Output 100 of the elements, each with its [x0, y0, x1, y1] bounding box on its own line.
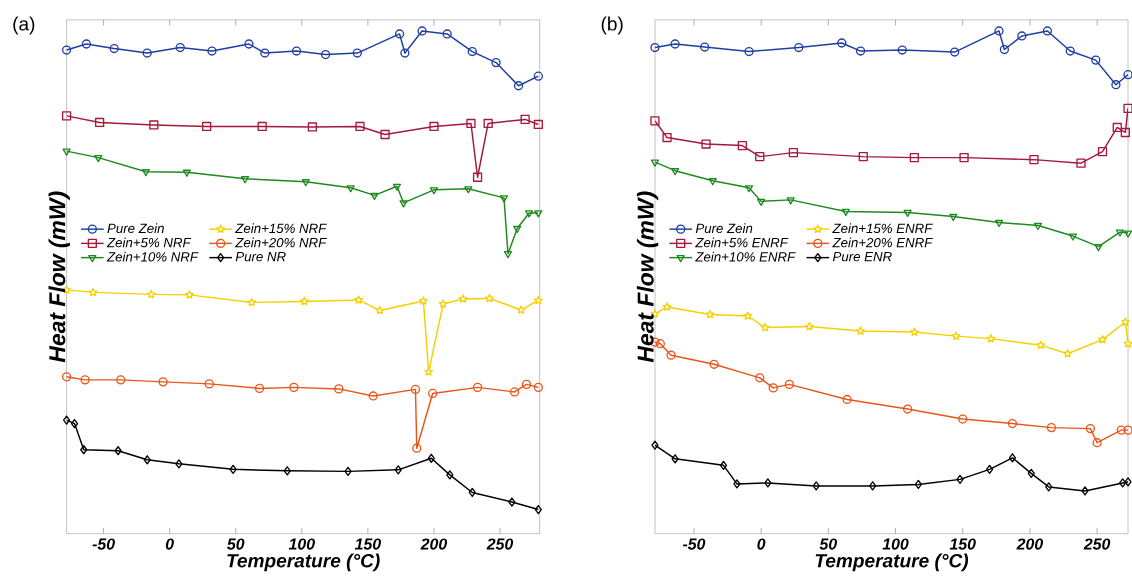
point	[1098, 334, 1107, 344]
point	[1123, 230, 1132, 238]
point	[62, 415, 71, 425]
x-tick-label: 200	[1016, 538, 1044, 550]
legend-label: Zein+5% ENRF	[695, 237, 789, 248]
point	[289, 382, 299, 392]
point	[534, 504, 542, 515]
point	[737, 140, 747, 151]
x-tick-label: 200	[420, 538, 448, 550]
point	[400, 48, 410, 58]
legend-label: Pure ENR	[832, 251, 892, 262]
point	[427, 453, 435, 463]
point	[467, 46, 477, 57]
point	[370, 192, 379, 200]
point	[1111, 79, 1121, 90]
point	[141, 168, 150, 177]
point	[650, 116, 660, 126]
legend-label: Zein+20% NRF	[235, 237, 327, 248]
legend-label: Zein+10% NRF	[106, 251, 199, 262]
x-tick-label: 0	[165, 538, 174, 550]
point	[158, 377, 168, 387]
legend-label: Pure Zein	[695, 223, 753, 233]
point	[855, 46, 866, 56]
point	[1036, 340, 1046, 349]
point	[764, 478, 772, 488]
point	[94, 117, 105, 127]
point	[320, 49, 331, 60]
point	[701, 139, 711, 149]
point	[950, 47, 960, 57]
point	[909, 327, 919, 336]
point	[355, 121, 365, 131]
point	[149, 120, 159, 130]
point	[784, 379, 794, 389]
point	[88, 287, 98, 297]
point	[458, 294, 468, 303]
point	[472, 382, 483, 392]
point	[491, 57, 501, 68]
point	[534, 210, 543, 218]
point	[1091, 55, 1101, 65]
point	[1097, 146, 1108, 157]
x-tick-label: -50	[92, 538, 115, 550]
point	[291, 46, 302, 56]
point	[1065, 46, 1075, 56]
point	[650, 159, 660, 167]
point	[182, 169, 191, 177]
point	[786, 197, 795, 205]
point	[346, 184, 355, 193]
point	[1076, 158, 1086, 168]
point	[410, 384, 421, 394]
point	[485, 293, 494, 303]
point	[909, 152, 919, 163]
legend-label: Zein+10% ENRF	[695, 251, 796, 262]
point	[841, 208, 850, 216]
point	[334, 384, 344, 394]
point	[207, 46, 217, 56]
point	[61, 111, 72, 121]
point	[755, 373, 765, 383]
point	[524, 210, 534, 218]
x-tick-label: 0	[757, 538, 766, 550]
legend-label: Zein+15% ENRF	[832, 223, 933, 233]
point	[1027, 468, 1035, 478]
point	[508, 497, 516, 507]
point	[438, 299, 448, 308]
point	[229, 464, 237, 474]
point	[1008, 452, 1017, 463]
point	[533, 71, 543, 81]
point	[61, 45, 72, 55]
x-axis-title: Temperature (°C)	[227, 553, 380, 572]
point	[114, 445, 122, 456]
point	[1115, 229, 1125, 237]
point	[247, 297, 257, 307]
point	[788, 147, 799, 158]
point	[655, 338, 665, 349]
point	[842, 394, 852, 404]
point	[1123, 425, 1132, 435]
point	[1046, 422, 1057, 433]
point	[1029, 154, 1039, 165]
point	[903, 209, 912, 217]
point	[61, 372, 72, 382]
point	[1033, 222, 1043, 230]
point	[392, 183, 402, 191]
x-tick-label: 100	[288, 538, 315, 550]
x-axis-title: Temperature (°C)	[815, 553, 969, 572]
point	[994, 26, 1004, 36]
point	[670, 39, 680, 49]
point	[744, 46, 754, 57]
point	[442, 29, 452, 39]
point	[1124, 477, 1132, 487]
point	[354, 295, 364, 304]
point	[116, 375, 126, 385]
point	[755, 151, 765, 162]
point	[837, 38, 847, 48]
point	[368, 391, 378, 401]
point	[503, 250, 513, 259]
point	[1094, 243, 1103, 252]
point	[812, 481, 820, 491]
point	[869, 481, 877, 491]
point	[185, 290, 194, 299]
point	[429, 121, 439, 131]
point	[1045, 482, 1053, 492]
